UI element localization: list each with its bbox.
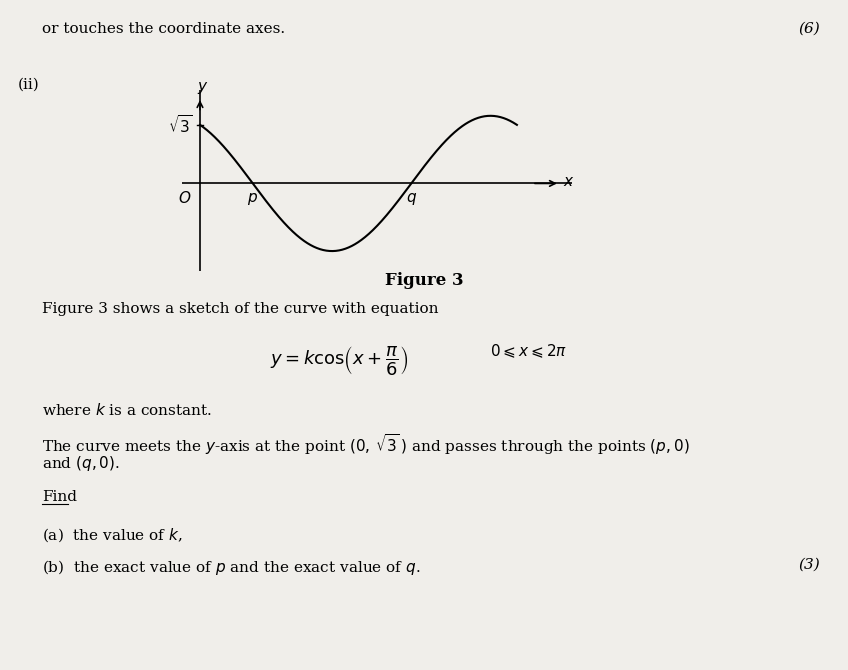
Text: (6): (6) [798, 22, 820, 36]
Text: $q$: $q$ [405, 191, 417, 207]
Text: Figure 3 shows a sketch of the curve with equation: Figure 3 shows a sketch of the curve wit… [42, 302, 438, 316]
Text: $p$: $p$ [248, 191, 259, 207]
Text: (ii): (ii) [18, 78, 40, 92]
Text: $O$: $O$ [177, 190, 191, 206]
Text: Find: Find [42, 490, 77, 504]
Text: $\sqrt{3}$: $\sqrt{3}$ [168, 114, 192, 136]
Text: (b)  the exact value of $p$ and the exact value of $q$.: (b) the exact value of $p$ and the exact… [42, 558, 421, 577]
Text: $x$: $x$ [563, 175, 575, 189]
Text: (3): (3) [798, 558, 820, 572]
Text: The curve meets the $y$-axis at the point $(0,\, \sqrt{3}\,)$ and passes through: The curve meets the $y$-axis at the poin… [42, 432, 689, 457]
Text: $0 \leqslant x \leqslant 2\pi$: $0 \leqslant x \leqslant 2\pi$ [490, 342, 567, 360]
Text: where $k$ is a constant.: where $k$ is a constant. [42, 402, 212, 418]
Text: Figure 3: Figure 3 [385, 272, 463, 289]
Text: $y$: $y$ [198, 80, 209, 96]
Text: $y = k\cos\!\left( x + \dfrac{\pi}{6} \right)$: $y = k\cos\!\left( x + \dfrac{\pi}{6} \r… [270, 344, 408, 377]
Text: (a)  the value of $k$,: (a) the value of $k$, [42, 526, 182, 543]
Text: or touches the coordinate axes.: or touches the coordinate axes. [42, 22, 285, 36]
Text: and $(q, 0)$.: and $(q, 0)$. [42, 454, 120, 473]
